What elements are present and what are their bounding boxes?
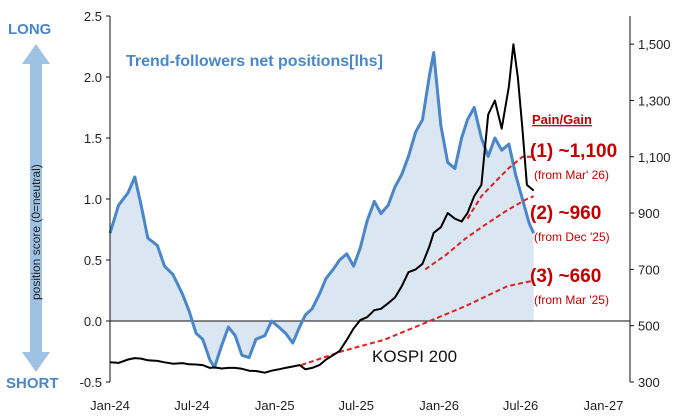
x-tick-label: Jan-25 [255,398,295,413]
right-tick-label: 300 [638,375,660,390]
annotation-2-note: (from Dec '25) [534,230,610,244]
left-tick-label: 1.5 [84,131,102,146]
label-long: LONG [8,21,51,38]
long-short-arrow [22,44,50,372]
right-tick-label: 500 [638,319,660,334]
right-axis-ticks: 300 500 700 900 1,100 1,300 1,500 [630,37,671,390]
right-tick-label: 900 [638,206,660,221]
x-axis-ticks: Jan-24 Jul-24 Jan-25 Jul-25 Jan-26 Jul-26 Jan-… [90,398,623,413]
left-tick-label: 2.5 [84,9,102,24]
left-tick-label: 2.0 [84,70,102,85]
annotation-title: Pain/Gain [532,112,592,127]
left-tick-label: 0.5 [84,253,102,268]
x-tick-label: Jul-24 [174,398,209,413]
x-tick-label: Jan-24 [90,398,130,413]
legend-kospi-200: KOSPI 200 [372,347,457,366]
plot-area [108,16,631,382]
trend-followers-area [110,52,534,368]
x-tick-label: Jul-25 [339,398,374,413]
right-tick-label: 700 [638,262,660,277]
annotation-1-label: (1) ~1,100 [530,141,617,162]
pain-gain-line-2 [424,195,535,271]
annotation-3-note: (from Mar '25) [534,293,609,307]
left-tick-label: 1.0 [84,192,102,207]
annotation-1-note: (from Mar' 26) [534,168,609,182]
annotation-2-label: (2) ~960 [530,203,601,224]
left-axis-ticks: -0.5 0.0 0.5 1.0 1.5 2.0 2.5 [80,9,110,390]
legend-trend-followers: Trend-followers net positions[lhs] [126,53,383,70]
left-tick-label: -0.5 [80,375,102,390]
left-tick-label: 0.0 [84,314,102,329]
right-tick-label: 1,500 [638,37,671,52]
x-tick-label: Jan-26 [419,398,459,413]
right-tick-label: 1,300 [638,93,671,108]
pain-gain-line-3 [300,279,534,367]
kospi-200-line [109,43,535,374]
y-axis-label-left: position score (0=neutral) [29,164,43,300]
x-tick-label: Jul-26 [503,398,538,413]
label-short: SHORT [6,375,59,392]
x-tick-label: Jan-27 [584,398,624,413]
annotation-3-label: (3) ~660 [530,266,601,287]
right-tick-label: 1,100 [638,150,671,165]
trend-followers-line [108,51,536,369]
